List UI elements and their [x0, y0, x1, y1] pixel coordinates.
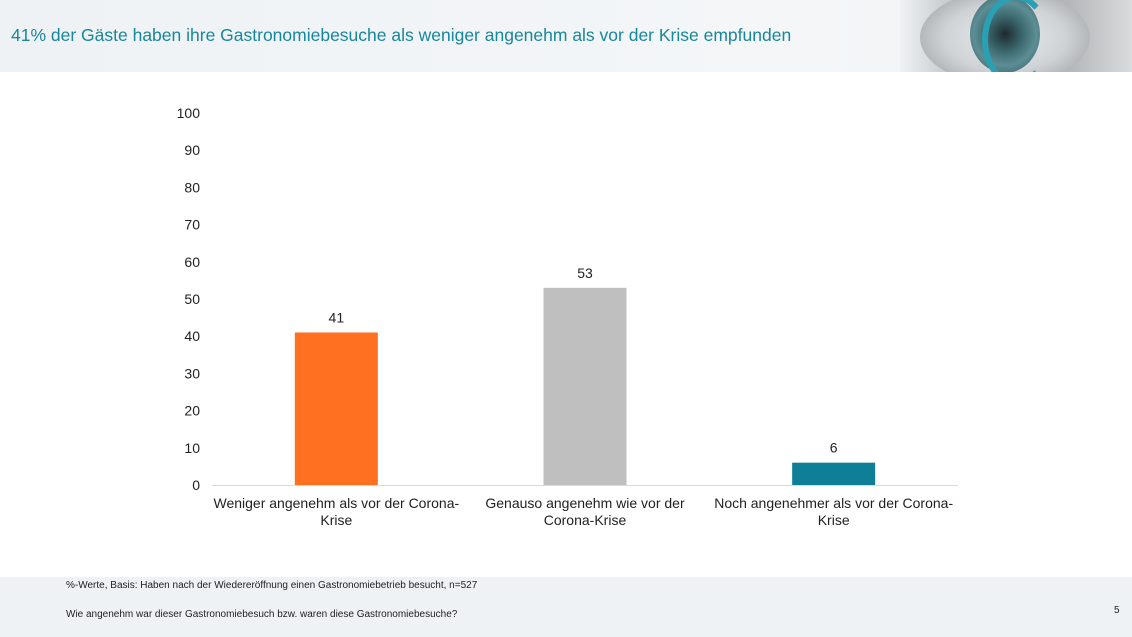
eye-logo-image [900, 0, 1132, 72]
category-label: Krise [818, 512, 850, 528]
y-tick-label: 40 [184, 328, 200, 344]
bar [543, 287, 627, 485]
question-note: Wie angenehm war dieser Gastronomiebesuc… [66, 609, 458, 620]
bar-chart: 0 10 20 30 40 50 60 70 80 90 100 41 Weniger angenehm… [177, 105, 958, 528]
data-label: 53 [577, 265, 593, 281]
y-tick-label: 90 [184, 142, 200, 158]
y-tick-label: 30 [184, 365, 200, 381]
category-label: Noch angenehmer als vor der Corona- [714, 495, 953, 511]
y-tick-label: 50 [184, 291, 200, 307]
y-tick-label: 100 [177, 105, 201, 121]
y-tick-label: 80 [184, 179, 200, 195]
category-label: Weniger angenehm als vor der Corona- [214, 495, 460, 511]
y-tick-label: 60 [184, 254, 200, 270]
category-label: Krise [320, 512, 352, 528]
y-tick-label: 70 [184, 217, 200, 233]
y-tick-label: 0 [192, 477, 200, 493]
bar [792, 462, 876, 485]
category-label: Genauso angenehm wie vor der [485, 495, 685, 511]
y-tick-label: 20 [184, 403, 200, 419]
bar [294, 332, 378, 485]
footer-band [0, 577, 1132, 637]
basis-note: %-Werte, Basis: Haben nach der Wiedererö… [66, 580, 478, 591]
data-label: 6 [830, 440, 838, 456]
category-label: Corona-Krise [544, 512, 627, 528]
y-tick-label: 10 [184, 440, 200, 456]
data-label: 41 [329, 309, 345, 325]
header-band: 41% der Gäste haben ihre Gastronomiebesu… [0, 0, 1132, 72]
page-number: 5 [1114, 605, 1120, 616]
page-title: 41% der Gäste haben ihre Gastronomiebesu… [11, 25, 792, 45]
